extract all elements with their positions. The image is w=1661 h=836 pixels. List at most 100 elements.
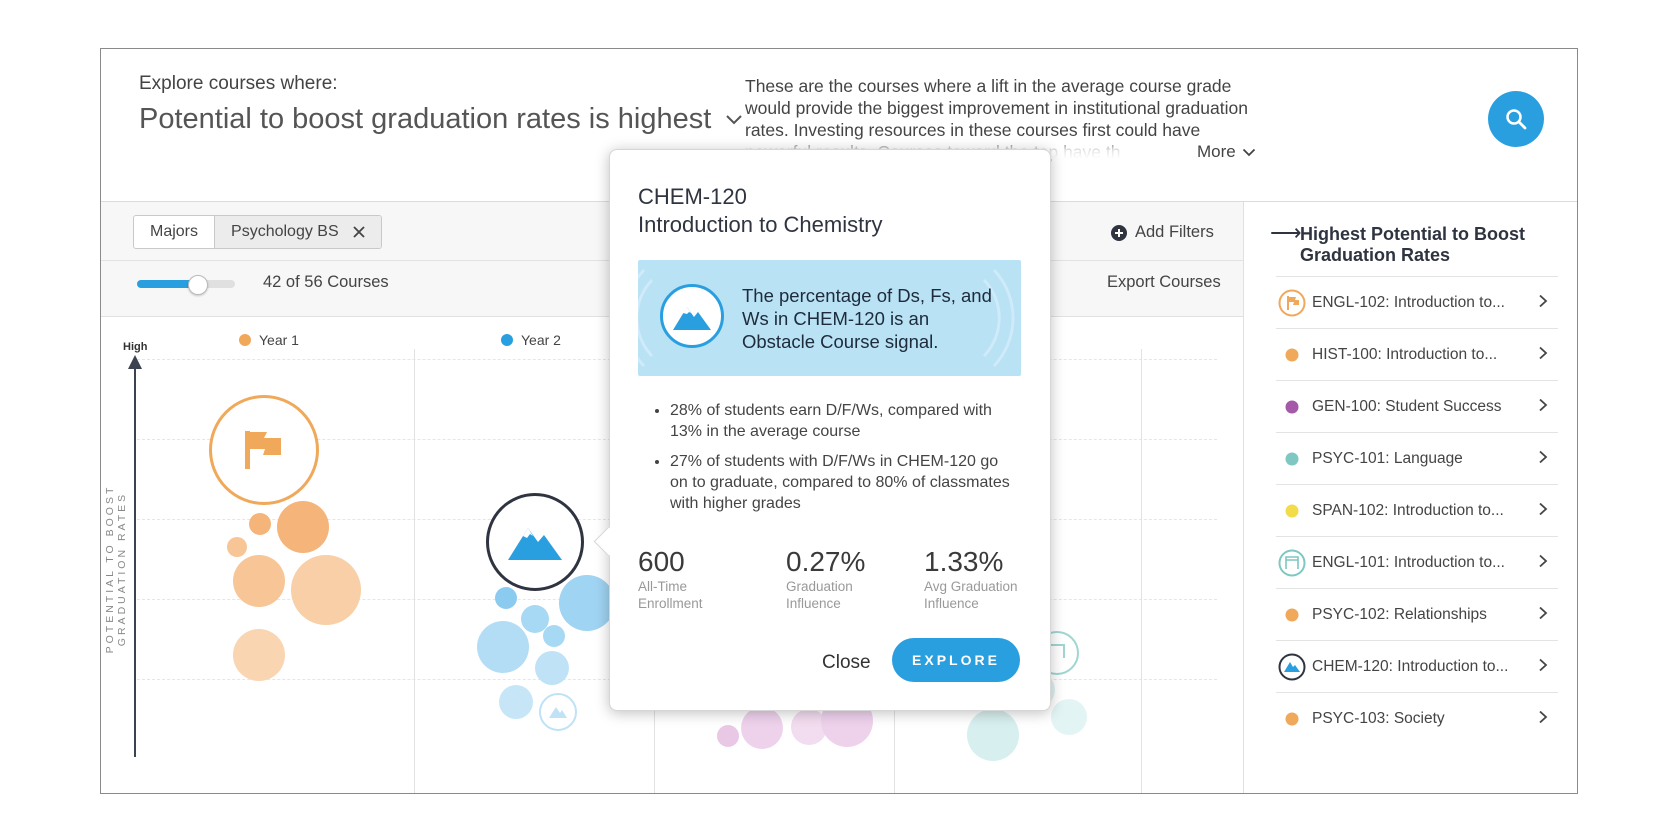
course-bubble[interactable]	[967, 709, 1019, 761]
course-bubble[interactable]	[291, 555, 361, 625]
signal-icon-badge	[660, 284, 724, 348]
chevron-right-icon	[1538, 606, 1558, 625]
year-2-dot	[501, 334, 513, 346]
criteria-dropdown[interactable]: Potential to boost graduation rates is h…	[139, 103, 743, 136]
course-bubble[interactable]	[277, 501, 329, 553]
signal-waves-icon	[638, 268, 1015, 368]
ranking-list-item[interactable]: CHEM-120: Introduction to...	[1276, 640, 1558, 693]
ranking-list-item[interactable]: PSYC-103: Society	[1276, 692, 1558, 745]
stat-enrollment: 600 All-Time Enrollment	[638, 546, 703, 612]
course-bubble[interactable]	[535, 651, 569, 685]
ranking-list-item[interactable]: PSYC-101: Language	[1276, 432, 1558, 485]
course-bubble[interactable]	[559, 575, 615, 631]
chevron-right-icon	[1538, 502, 1558, 521]
chevron-right-icon	[1538, 294, 1558, 313]
chevron-right-icon	[1538, 658, 1558, 677]
status-dot-icon	[1276, 348, 1308, 362]
stat-label: All-Time	[638, 579, 687, 594]
chevron-right-icon	[1538, 710, 1558, 729]
legend-year-1: Year 1	[239, 332, 299, 348]
course-count: 42 of 56 Courses	[263, 273, 389, 291]
course-bubble-engl-101[interactable]	[539, 693, 577, 731]
course-bubble[interactable]	[499, 685, 533, 719]
year-1-label: Year 1	[259, 332, 299, 348]
stat-label: Enrollment	[638, 596, 703, 611]
course-bubble[interactable]	[717, 725, 739, 747]
ranking-item-label: ENGL-101: Introduction to...	[1312, 554, 1505, 571]
course-bubble[interactable]	[233, 629, 285, 681]
ranking-list-item[interactable]: SPAN-102: Introduction to...	[1276, 484, 1558, 537]
ranking-list-item[interactable]: HIST-100: Introduction to...	[1276, 328, 1558, 381]
ranking-item-label: PSYC-103: Society	[1312, 710, 1445, 727]
ranking-item-label: SPAN-102: Introduction to...	[1312, 502, 1504, 519]
gate-icon	[1276, 549, 1308, 577]
ranking-list-item[interactable]: ENGL-101: Introduction to...	[1276, 536, 1558, 589]
close-icon[interactable]	[352, 226, 365, 238]
stat-value: 0.27%	[786, 546, 866, 577]
course-bubble-engl-102[interactable]	[209, 395, 319, 505]
ranking-list-item[interactable]: PSYC-102: Relationships	[1276, 588, 1558, 641]
y-axis-label: POTENTIAL TO BOOST GRADUATION RATES	[104, 484, 128, 654]
course-bubble[interactable]	[233, 555, 285, 607]
export-courses-button[interactable]: Export Courses	[1107, 273, 1221, 291]
status-dot-icon	[1276, 400, 1308, 414]
course-popup: CHEM-120 Introduction to Chemistry The p…	[609, 149, 1051, 711]
bullet-item: 27% of students with D/F/Ws in CHEM-120 …	[670, 451, 1020, 514]
status-dot-icon	[1276, 608, 1308, 622]
ranking-item-label: PSYC-102: Relationships	[1312, 606, 1487, 623]
stat-value: 600	[638, 546, 685, 577]
status-dot-icon	[1276, 452, 1308, 466]
y-axis	[134, 361, 136, 757]
explore-label: Explore courses where:	[139, 73, 338, 94]
app-frame: Explore courses where: Potential to boos…	[100, 48, 1578, 794]
chevron-right-icon	[1538, 554, 1558, 573]
stat-avg-graduation-influence: 1.33% Avg Graduation Influence	[924, 546, 1018, 612]
chip-selected[interactable]: Psychology BS	[214, 216, 381, 248]
stat-label: Avg Graduation	[924, 579, 1018, 594]
search-icon	[1506, 109, 1527, 130]
ranking-list-item[interactable]: ENGL-102: Introduction to...	[1276, 276, 1558, 329]
course-bubble[interactable]	[477, 621, 529, 673]
year-1-dot	[239, 334, 251, 346]
popup-course-code: CHEM-120	[638, 184, 747, 209]
column-divider	[1141, 349, 1142, 793]
arrow-right-icon: ⟶	[1270, 220, 1302, 245]
criteria-dropdown-label: Potential to boost graduation rates is h…	[139, 103, 712, 135]
bullet-item: 28% of students earn D/F/Ws, compared wi…	[670, 400, 1020, 442]
stat-label: Influence	[924, 596, 979, 611]
chip-majors[interactable]: Majors	[150, 223, 199, 240]
legend-year-2: Year 2	[501, 332, 561, 348]
ranking-item-label: GEN-100: Student Success	[1312, 398, 1502, 415]
add-filters-button[interactable]: Add Filters	[1111, 223, 1214, 242]
course-bubble[interactable]	[543, 625, 565, 647]
popup-bullets: 28% of students earn D/F/Ws, compared wi…	[660, 400, 1020, 523]
ranking-item-label: CHEM-120: Introduction to...	[1312, 658, 1509, 675]
flag-icon	[245, 431, 281, 469]
course-slider-handle[interactable]	[188, 275, 208, 295]
mountain-icon	[549, 707, 567, 718]
ranking-item-label: HIST-100: Introduction to...	[1312, 346, 1498, 363]
course-bubble[interactable]	[495, 587, 517, 609]
course-bubble[interactable]	[227, 537, 247, 557]
explore-button[interactable]: EXPLORE	[892, 638, 1020, 682]
signal-text: The percentage of Ds, Fs, and Ws in CHEM…	[742, 285, 992, 352]
column-divider	[414, 349, 415, 793]
close-button[interactable]: Close	[822, 652, 871, 673]
more-button[interactable]: More	[1191, 142, 1256, 162]
chevron-right-icon	[1538, 398, 1558, 417]
year-2-label: Year 2	[521, 332, 561, 348]
course-bubble-chem-120[interactable]	[486, 493, 584, 591]
stat-graduation-influence: 0.27% Graduation Influence	[786, 546, 865, 612]
filter-chips: Majors Psychology BS	[133, 215, 382, 249]
plus-circle-icon	[1111, 224, 1127, 241]
course-bubble[interactable]	[1051, 699, 1087, 735]
search-button[interactable]	[1488, 91, 1544, 147]
course-slider-fill	[137, 280, 199, 288]
ranking-item-label: PSYC-101: Language	[1312, 450, 1463, 467]
add-filters-label: Add Filters	[1135, 223, 1214, 241]
more-label: More	[1197, 142, 1236, 161]
course-bubble[interactable]	[249, 513, 271, 535]
ranking-list-item[interactable]: GEN-100: Student Success	[1276, 380, 1558, 433]
mountain-icon	[673, 307, 711, 330]
course-bubble[interactable]	[741, 707, 783, 749]
